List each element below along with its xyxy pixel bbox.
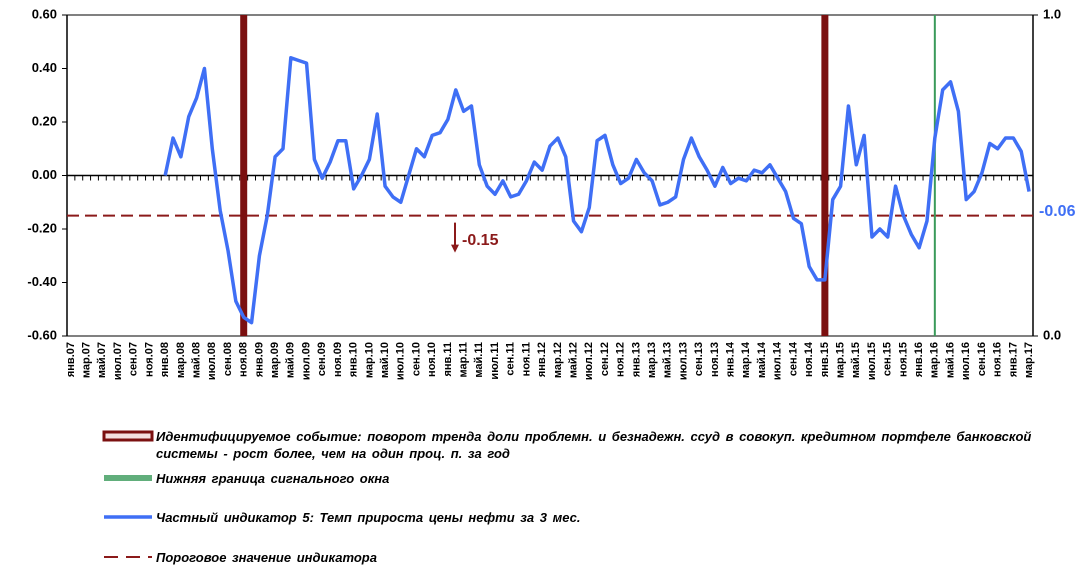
x-tick-label: ноя.11 [520,342,532,376]
legend-item: Нижняя граница сигнального окна [100,470,1036,487]
x-tick-label: ноя.09 [332,342,344,377]
x-tick-label: май.07 [96,342,108,378]
x-tick-label: ноя.14 [803,341,815,377]
x-tick-label: ноя.12 [615,342,627,377]
y-tick-label: -0.20 [27,220,57,235]
x-tick-label: май.15 [850,342,862,378]
x-tick-label: ноя.08 [238,342,250,377]
x-tick-label: сен.14 [787,341,799,376]
x-tick-label: мар.16 [929,342,941,378]
y2-tick-label: 0.0 [1043,327,1061,342]
y-tick-label: 0.20 [32,113,57,128]
x-tick-label: июл.13 [677,342,689,380]
chart: -0.60 -0.40 -0.20 0.00 0.20 0.40 0.60 0.0 1.0 янв… [27,6,1076,380]
x-tick-label: янв.14 [725,341,737,377]
x-tick-label: сен.07 [128,342,140,376]
x-tick-label: май.09 [285,342,297,378]
last-value-label: -0.06 [1039,203,1076,220]
x-tick-label: мар.12 [552,342,564,378]
x-tick-label: янв.11 [442,342,454,377]
x-tick-label: ноя.13 [709,342,721,377]
x-tick-label: ноя.07 [143,342,155,377]
x-tick-label: июл.12 [583,342,595,380]
x-tick-label: янв.12 [536,342,548,377]
x-tick-label: янв.17 [1007,342,1019,377]
x-tick-label: янв.08 [159,342,171,377]
legend-icon [104,556,152,558]
x-tick-label: мар.10 [363,342,375,378]
x-tick-label: сен.11 [505,342,517,376]
x-tick-label: май.16 [944,342,956,378]
x-tick-label: июл.11 [489,342,501,380]
y2-tick-label: 1.0 [1043,6,1061,21]
legend-item: Идентифицируемое событие: поворот тренда… [100,428,1036,462]
x-tick-label: янв.15 [819,342,831,377]
legend-item: Частный индикатор 5: Темп прироста цены … [100,509,1036,526]
x-tick-label: июл.08 [206,342,218,380]
x-tick-label: сен.16 [976,342,988,376]
x-tick-label: мар.09 [269,342,281,378]
legend-label: Частный индикатор 5: Темп прироста цены … [156,510,581,525]
legend-label: Нижняя граница сигнального окна [156,471,390,486]
x-tick-label: май.10 [379,342,391,378]
x-tick-label: мар.14 [740,341,752,378]
y-tick-label: -0.60 [27,327,57,342]
legend-icon [104,515,152,519]
x-tick-label: янв.10 [348,342,360,377]
x-tick-label: янв.09 [253,342,265,377]
annotation-arrowhead [451,244,459,253]
x-tick-label: сен.08 [222,342,234,376]
x-tick-label: май.13 [662,342,674,378]
x-tick-label: июл.14 [772,341,784,380]
y-tick-label: -0.40 [27,274,57,289]
event-bar [240,15,248,336]
x-tick-label: июл.10 [395,342,407,380]
y-tick-label: 0.40 [32,60,57,75]
legend-label: Идентифицируемое событие: поворот тренда… [156,429,1032,461]
x-tick-label: мар.15 [834,342,846,378]
x-tick-label: май.12 [567,342,579,378]
x-tick-label: июл.15 [866,342,878,380]
legend-item: Пороговое значение индикатора [100,549,1036,566]
x-tick-label: май.08 [190,342,202,378]
legend-swatch [104,475,152,481]
legend-label: Пороговое значение индикатора [156,550,377,565]
x-tick-label: мар.08 [175,342,187,378]
x-tick-label: мар.07 [81,342,93,378]
x-tick-label: май.11 [473,342,485,378]
x-tick-label: янв.16 [913,342,925,377]
x-tick-label: июл.07 [112,342,124,380]
legend-swatch [102,430,154,442]
x-tick-label: июл.16 [960,342,972,380]
event-bar [821,15,829,336]
x-tick-label: ноя.16 [992,342,1004,377]
x-tick-label: сен.10 [410,342,422,376]
x-tick-label: сен.13 [693,342,705,376]
legend-icon [104,475,152,481]
indicator-line [163,56,1031,325]
x-tick-label: сен.09 [316,342,328,376]
annotation-label: -0.15 [462,232,499,249]
x-tick-label: ноя.10 [426,342,438,377]
x-tick-label: сен.15 [882,342,894,376]
x-tick-label: июл.09 [300,342,312,380]
x-tick-label: янв.13 [630,342,642,377]
x-tick-label: мар.17 [1023,342,1035,378]
x-tick-label: янв.07 [65,342,77,377]
x-tick-label: май.14 [756,341,768,378]
x-tick-label: мар.11 [458,342,470,378]
y-tick-label: 0.00 [32,167,57,182]
x-tick-label: ноя.15 [897,342,909,377]
x-tick-label: сен.12 [599,342,611,376]
x-tick-label: мар.13 [646,342,658,378]
window-bar [933,15,936,336]
y-tick-label: 0.60 [32,6,57,21]
legend-icon [102,430,154,442]
